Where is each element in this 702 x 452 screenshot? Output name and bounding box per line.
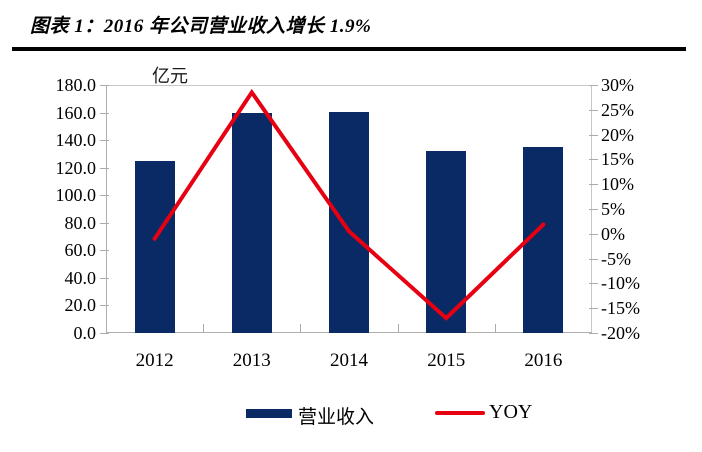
right-axis-tick — [589, 258, 598, 260]
right-axis-tick-label: -15% — [601, 298, 640, 319]
chart-title: 图表 1：2016 年公司营业收入增长 1.9% — [30, 16, 372, 37]
right-axis-tick-label: 0% — [601, 223, 625, 244]
left-axis-tick-label: 100.0 — [55, 185, 97, 206]
right-axis-tick — [589, 308, 598, 310]
right-axis-tick — [589, 233, 598, 235]
legend-label-revenue: 营业收入 — [298, 406, 375, 428]
yoy-line — [152, 88, 546, 321]
left-axis-tick-label: 60.0 — [64, 240, 97, 261]
x-axis-label-2014: 2014 — [330, 350, 368, 371]
left-axis-tick-label: 140.0 — [55, 130, 97, 151]
revenue-bar-2014 — [329, 111, 369, 333]
right-axis-tick-label: -10% — [601, 273, 640, 294]
revenue-bar-2013 — [231, 112, 272, 333]
legend-bar-swatch — [246, 409, 292, 418]
right-axis-tick — [589, 184, 598, 186]
right-axis-tick — [589, 134, 598, 136]
right-axis-tick-label: -5% — [601, 248, 631, 269]
left-axis-unit-label: 亿元 — [152, 66, 188, 87]
x-axis-tick — [203, 324, 205, 332]
right-axis-tick — [589, 109, 598, 111]
right-axis-tick-label: 25% — [601, 99, 634, 120]
yoy-line-chart — [152, 88, 546, 321]
legend-line-swatch — [435, 411, 485, 415]
right-axis-tick-label: 5% — [601, 199, 625, 219]
left-axis-tick-label: 120.0 — [55, 157, 97, 178]
right-axis-tick-label: 30% — [601, 75, 634, 95]
right-axis-tick — [589, 333, 598, 334]
x-axis-tick — [494, 324, 496, 332]
left-axis-tick-label: 40.0 — [64, 267, 97, 288]
right-axis-tick-label: 15% — [601, 149, 634, 170]
x-axis-tick — [300, 324, 302, 332]
left-axis-tick — [100, 222, 109, 224]
left-axis-tick-label: 180.0 — [55, 75, 97, 95]
left-axis-tick — [100, 85, 109, 86]
left-axis-tick-label: 0.0 — [73, 323, 97, 343]
right-axis-tick — [589, 283, 598, 285]
revenue-bar-2012 — [134, 160, 175, 333]
right-axis-tick — [589, 159, 598, 161]
x-axis-label-2012: 2012 — [135, 350, 174, 371]
left-axis-tick — [100, 277, 109, 279]
left-axis-tick — [100, 167, 109, 169]
x-axis-label-2016: 2016 — [524, 350, 563, 371]
left-axis-tick — [100, 250, 109, 252]
left-axis-tick-label: 160.0 — [55, 102, 97, 123]
x-axis-label-2013: 2013 — [232, 350, 271, 371]
right-axis-tick-label: 10% — [601, 174, 634, 195]
left-axis-tick-label: 80.0 — [64, 212, 97, 233]
x-axis-tick — [397, 324, 399, 332]
left-axis-tick — [100, 195, 109, 197]
left-axis-tick — [100, 112, 109, 114]
right-axis-tick — [589, 209, 598, 210]
right-axis-tick — [589, 85, 598, 86]
x-axis-label-2015: 2015 — [427, 350, 466, 371]
left-axis-tick — [100, 333, 109, 334]
legend-label-yoy: YOY — [489, 401, 533, 423]
left-axis-tick — [100, 140, 109, 142]
right-axis-tick-label: -20% — [601, 323, 640, 343]
left-axis-tick — [100, 305, 109, 307]
title-underline-rule — [12, 47, 686, 51]
left-axis-tick-label: 20.0 — [64, 295, 97, 316]
right-axis-tick-label: 20% — [601, 124, 634, 145]
